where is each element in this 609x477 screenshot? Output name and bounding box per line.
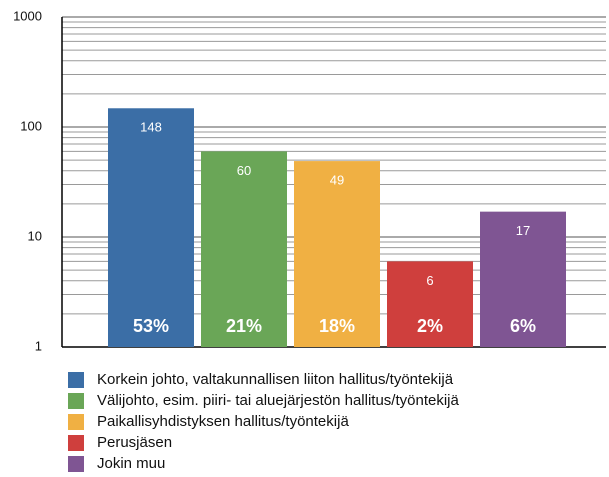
legend-label: Perusjäsen xyxy=(97,434,172,451)
y-tick-label: 1 xyxy=(35,338,42,353)
y-tick-label: 1000 xyxy=(13,8,42,23)
percentage-label: 2% xyxy=(417,316,443,336)
percentage-label: 18% xyxy=(319,316,355,336)
percentage-label: 21% xyxy=(226,316,262,336)
legend-swatch xyxy=(68,393,84,409)
percentage-label: 53% xyxy=(133,316,169,336)
value-label: 60 xyxy=(237,163,251,178)
legend-label: Jokin muu xyxy=(97,455,165,472)
value-label: 148 xyxy=(140,120,162,135)
legend-swatch xyxy=(68,414,84,430)
legend-swatch xyxy=(68,372,84,388)
legend-swatch xyxy=(68,456,84,472)
legend-label: Välijohto, esim. piiri- tai aluejärjestö… xyxy=(97,392,459,409)
value-label: 6 xyxy=(426,273,433,288)
value-label: 17 xyxy=(516,223,530,238)
legend-label: Paikallisyhdistyksen hallitus/työntekijä xyxy=(97,413,349,430)
bar xyxy=(201,151,287,347)
legend-label: Korkein johto, valtakunnallisen liiton h… xyxy=(97,371,454,388)
value-label: 49 xyxy=(330,173,344,188)
y-tick-label: 10 xyxy=(28,228,42,243)
bar xyxy=(480,211,566,347)
bar xyxy=(387,261,473,347)
y-tick-label: 100 xyxy=(20,118,42,133)
bar xyxy=(294,161,380,347)
legend-swatch xyxy=(68,435,84,451)
percentage-label: 6% xyxy=(510,316,536,336)
bar xyxy=(108,108,194,347)
